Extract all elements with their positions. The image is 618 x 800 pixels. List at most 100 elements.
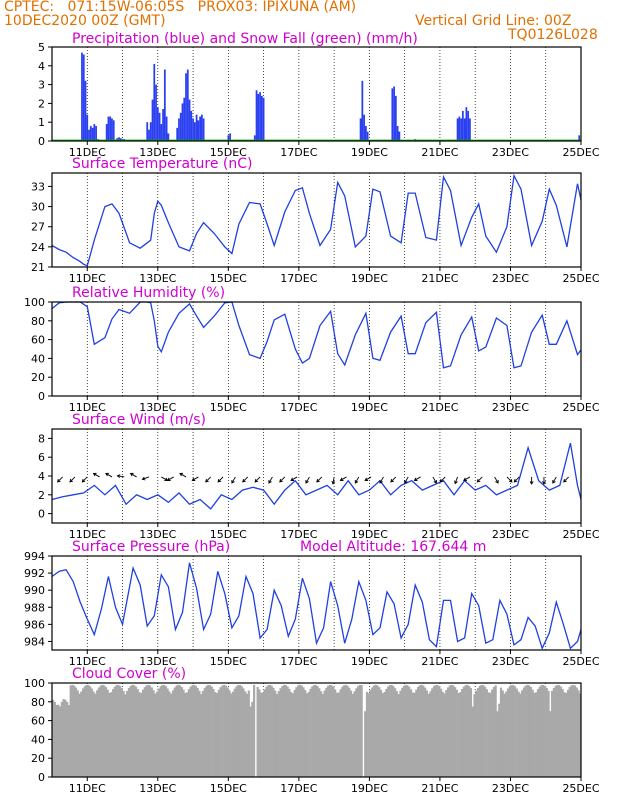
wind-arrow-head	[316, 478, 320, 483]
cloud-bar	[226, 687, 229, 777]
wind-arrow	[161, 476, 168, 481]
precip-bar	[176, 127, 179, 141]
cloud-bar	[409, 689, 413, 777]
cloud-bar	[327, 685, 330, 777]
y-tick-label: 0	[38, 390, 45, 403]
cloud-bar	[485, 689, 488, 777]
cloud-bar	[411, 692, 414, 777]
cloud-bar	[87, 685, 90, 777]
header-line2-right: Vertical Grid Line: 00Z	[415, 13, 572, 29]
cloud-bar	[251, 701, 254, 777]
precip-bar	[119, 138, 122, 141]
y-tick-label: 3	[38, 79, 45, 92]
cloud-bar	[369, 690, 372, 777]
cloud-bar	[122, 690, 125, 777]
wind-arrow	[290, 476, 298, 481]
precip-bar	[86, 114, 89, 141]
cloud-bar	[275, 694, 279, 777]
y-tick-label: 5	[38, 41, 45, 54]
cloud-bar	[131, 684, 134, 777]
cloud-bar	[309, 688, 312, 777]
cloud-bar	[224, 685, 227, 777]
x-tick-label: 15DEC	[210, 272, 247, 285]
precip-bar	[146, 122, 149, 141]
precip-bar	[89, 125, 92, 141]
cloud-bar	[519, 693, 522, 777]
wind-arrow-head	[69, 478, 73, 483]
cloud-bar	[443, 693, 446, 777]
precip-bar	[391, 88, 394, 141]
cloud-bar	[304, 690, 307, 777]
wind-arrow	[93, 473, 100, 478]
cloud-bar	[408, 686, 411, 777]
cloud-bar	[184, 692, 187, 777]
wind-arrow-head	[141, 476, 146, 481]
cloud-bar	[157, 688, 160, 777]
cloud-bar	[106, 689, 109, 777]
precip-bar	[181, 103, 184, 141]
x-tick-label: 11DEC	[69, 146, 106, 159]
x-tick-label: 21DEC	[421, 528, 458, 541]
panel-frame	[51, 428, 582, 524]
cloud-bar	[117, 684, 120, 777]
cloud-bar	[290, 691, 293, 777]
cloud-bar	[498, 703, 501, 777]
cloud-bar	[350, 690, 353, 777]
cloud-bar	[270, 685, 273, 777]
cloud-bar	[141, 689, 145, 777]
cloud-bar	[568, 687, 571, 777]
cloud-bar	[513, 686, 517, 777]
series-line	[51, 442, 582, 510]
cloud-bar	[392, 686, 395, 777]
x-tick-label: 17DEC	[280, 782, 317, 795]
wind-arrow-head	[179, 472, 183, 477]
cloud-bar	[344, 684, 347, 777]
cloud-bar	[420, 684, 423, 777]
cloud-bar	[323, 690, 326, 777]
cloud-bar	[334, 689, 337, 777]
cloud-bar	[214, 692, 217, 777]
cloud-bar	[268, 684, 272, 777]
precip-bar	[229, 133, 231, 141]
x-tick-label: 13DEC	[139, 401, 176, 414]
cloud-bar	[159, 686, 162, 777]
x-tick-label: 23DEC	[492, 655, 529, 668]
cloud-bar	[508, 686, 511, 777]
precip-bar	[460, 118, 462, 141]
wind-arrow	[332, 476, 335, 484]
x-tick-label: 15DEC	[210, 528, 247, 541]
x-tick-label: 21DEC	[421, 782, 458, 795]
cloud-bar	[90, 688, 93, 777]
cloud-bar	[312, 685, 316, 777]
cloud-bar	[212, 688, 215, 777]
panel-title: Surface Wind (m/s)	[72, 412, 206, 428]
cloud-bar	[524, 685, 527, 777]
cloud-bar	[388, 685, 391, 777]
wind-arrow	[305, 476, 310, 484]
cloud-bar	[360, 685, 363, 777]
x-tick-label: 23DEC	[492, 782, 529, 795]
precip-bar	[465, 107, 468, 141]
cloud-bar	[81, 688, 85, 777]
wind-arrow	[463, 476, 471, 481]
cloud-bar	[263, 689, 266, 777]
cloud-bar	[191, 685, 194, 777]
cloud-bar	[358, 684, 361, 777]
cloud-bar	[367, 693, 370, 777]
precip-bar	[151, 99, 154, 141]
cloud-bar	[57, 704, 60, 777]
cloud-bar	[399, 690, 402, 777]
panel-frame	[51, 555, 582, 651]
wind-arrow-head	[495, 479, 499, 484]
cloud-bar	[387, 686, 390, 777]
cloud-bar	[124, 694, 127, 777]
wind-arrow-head	[508, 478, 513, 483]
precip-bar	[359, 118, 362, 141]
y-tick-label: 4	[38, 60, 45, 73]
cloud-bar	[321, 693, 324, 777]
cloud-bar	[469, 688, 473, 777]
x-tick-label: 21DEC	[421, 401, 458, 414]
wind-arrow-head	[379, 479, 383, 484]
cloud-bar	[208, 685, 212, 777]
wind-arrow-head	[268, 479, 272, 484]
